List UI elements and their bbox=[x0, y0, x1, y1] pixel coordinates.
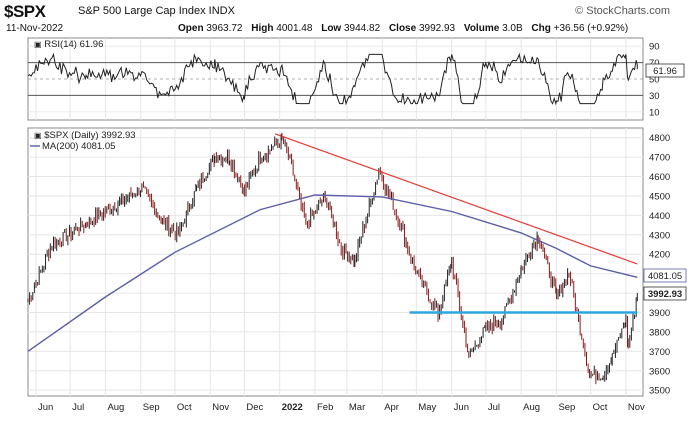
price-tick-label: 4300 bbox=[649, 230, 670, 241]
rsi-tick-label: 10 bbox=[649, 107, 660, 118]
price-value-label: 3992.93 bbox=[648, 289, 682, 300]
quote-date: 11-Nov-2022 bbox=[6, 23, 64, 34]
price-tick-label: 4600 bbox=[649, 172, 670, 183]
month-tick-label: Nov bbox=[212, 402, 229, 413]
ma200-line bbox=[27, 194, 638, 352]
ma-value-box bbox=[643, 268, 687, 283]
month-tick-label: May bbox=[418, 402, 436, 413]
month-tick-label: Sep bbox=[143, 402, 160, 413]
month-tick-label: Jun bbox=[454, 402, 469, 413]
rsi-legend: ▣ RSI(14) 61.96 bbox=[34, 39, 103, 50]
price-tick-label: 3600 bbox=[649, 366, 670, 377]
month-tick-label: Sep bbox=[558, 402, 575, 413]
month-tick-label: 2022 bbox=[282, 402, 303, 413]
month-tick-label: Oct bbox=[593, 402, 608, 413]
price-tick-label: 4800 bbox=[649, 133, 670, 144]
ohlc-summary: Open 3963.72 High 4001.48 Low 3944.82 Cl… bbox=[178, 23, 629, 34]
month-tick-label: Jul bbox=[72, 402, 84, 413]
month-tick-label: Aug bbox=[523, 402, 540, 413]
price-legend: ▣ $SPX (Daily) 3992.93 bbox=[34, 130, 136, 141]
price-tick-label: 4400 bbox=[649, 211, 670, 222]
price-bars bbox=[27, 132, 638, 385]
rsi-tick-label: 30 bbox=[649, 91, 660, 102]
stockcharts-logo: © StockCharts.com bbox=[575, 5, 670, 17]
month-tick-label: Dec bbox=[246, 402, 263, 413]
price-tick-label: 3500 bbox=[649, 386, 670, 397]
month-tick-label: Aug bbox=[107, 402, 124, 413]
price-tick-label: 4500 bbox=[649, 191, 670, 202]
month-tick-label: Nov bbox=[628, 402, 645, 413]
month-tick-label: Apr bbox=[384, 402, 399, 413]
ma-value-label: 4081.05 bbox=[648, 271, 682, 282]
rsi-value-box bbox=[645, 63, 685, 78]
price-tick-label: 3800 bbox=[649, 327, 670, 338]
symbol-title: $SPX bbox=[4, 2, 46, 21]
month-tick-label: Jun bbox=[38, 402, 53, 413]
month-tick-label: Feb bbox=[317, 402, 333, 413]
month-tick-label: Oct bbox=[177, 402, 192, 413]
price-tick-label: 3700 bbox=[649, 347, 670, 358]
rsi-tick-label: 50 bbox=[649, 75, 660, 86]
resistance-trendline bbox=[274, 133, 638, 265]
price-panel bbox=[27, 127, 644, 397]
price-value-box bbox=[643, 286, 687, 301]
month-tick-label: Mar bbox=[349, 402, 365, 413]
rsi-tick-label: 90 bbox=[649, 42, 660, 53]
ma-legend: MA(200) 4081.05 bbox=[42, 141, 115, 152]
price-tick-label: 3900 bbox=[649, 308, 670, 319]
price-tick-label: 4700 bbox=[649, 153, 670, 164]
rsi-value-label: 61.96 bbox=[653, 66, 677, 77]
index-name: S&P 500 Large Cap Index INDX bbox=[78, 5, 235, 17]
price-tick-label: 4200 bbox=[649, 250, 670, 261]
rsi-line bbox=[27, 52, 638, 106]
month-tick-label: Jul bbox=[488, 402, 500, 413]
rsi-tick-label: 70 bbox=[649, 58, 660, 69]
